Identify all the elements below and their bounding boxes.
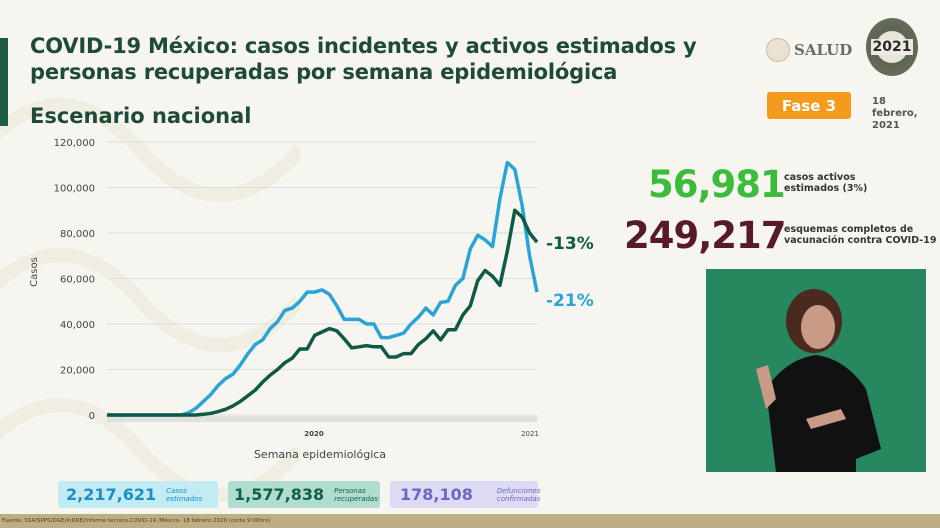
vaccination-label: esquemas completos de vacunación contra …	[784, 224, 937, 246]
stat-value: 1,577,838	[234, 485, 325, 504]
active-cases-line	[107, 208, 539, 417]
y-tick-label: 40,000	[60, 320, 95, 331]
footer-source: Fuente: SSA/SPPS/DGE/InDRE/Informe técni…	[0, 514, 940, 528]
x-axis-tick-band	[107, 416, 537, 422]
stat-label: Casos estimados	[166, 486, 203, 503]
year-label-2021: 2021	[521, 430, 539, 438]
active-change-label: -13%	[546, 234, 594, 254]
stat-value: 2,217,621	[66, 485, 157, 504]
stat-deaths: 178,108 Defunciones confirmadas	[390, 481, 541, 508]
y-tick-label: 100,000	[54, 184, 95, 195]
salud-logo-text: SALUD	[794, 41, 853, 59]
interpreter-figure	[756, 289, 881, 472]
y-tick-label: 0	[89, 411, 95, 422]
stat-estimated-cases: 2,217,621 Casos estimados	[58, 481, 218, 508]
stat-label: Personas recuperadas	[334, 486, 378, 503]
y-tick-label: 120,000	[54, 138, 95, 149]
stat-label: Defunciones confirmadas	[496, 486, 541, 503]
stat-recovered: 1,577,838 Personas recuperadas	[228, 481, 380, 508]
logo-year-text: 2021	[870, 39, 914, 55]
vaccination-value: 249,217	[624, 214, 787, 257]
page-title: COVID-19 México: casos incidentes y acti…	[30, 33, 697, 85]
title-line-1: COVID-19 México: casos incidentes y acti…	[30, 34, 697, 58]
incident-cases-line	[107, 160, 539, 417]
year-2021-logo: 2021	[866, 18, 918, 76]
y-tick-label: 80,000	[60, 229, 95, 240]
y-tick-label: 60,000	[60, 275, 95, 286]
x-axis-label: Semana epidemiológica	[254, 448, 386, 461]
incident-change-label: -21%	[546, 291, 594, 311]
salud-logo: SALUD	[766, 38, 852, 62]
stat-value: 178,108	[400, 485, 473, 504]
chart: Casos Semana epidemiológica 2020 2021 -1…	[29, 138, 594, 461]
year-label-2020: 2020	[304, 430, 324, 438]
phase-badge: Fase 3	[767, 92, 851, 119]
active-cases-value: 56,981	[648, 163, 786, 206]
title-accent-bar	[0, 38, 8, 126]
y-tick-label: 20,000	[60, 366, 95, 377]
title-line-2: personas recuperadas por semana epidemio…	[30, 60, 618, 84]
y-axis-label: Casos	[29, 257, 40, 287]
page-subtitle: Escenario nacional	[30, 104, 252, 128]
sign-language-interpreter-video	[706, 269, 926, 472]
seal-icon	[766, 38, 790, 62]
active-cases-label: casos activos estimados (3%)	[784, 172, 868, 194]
source-text: Fuente: SSA/SPPS/DGE/InDRE/Informe técni…	[2, 518, 271, 524]
report-date: 18 febrero, 2021	[872, 96, 918, 131]
